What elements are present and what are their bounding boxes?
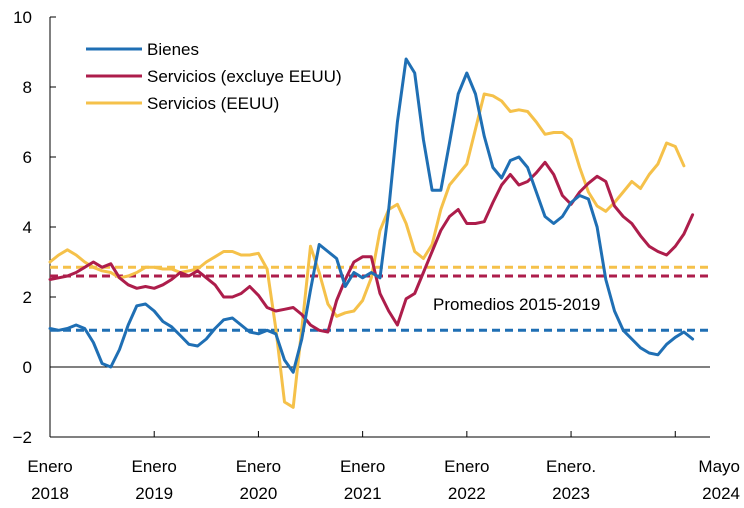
x-tick-label-month: Enero. — [546, 457, 596, 476]
legend: Bienes Servicios (excluye EEUU) Servicios … — [86, 40, 342, 113]
y-tick-label: 6 — [23, 148, 32, 167]
x-tick-label-month: Enero — [340, 457, 385, 476]
series-line-bienes — [48, 57, 695, 374]
legend-label: Bienes — [147, 40, 199, 59]
y-tick-label: 10 — [13, 8, 32, 27]
y-tick-label: 2 — [23, 288, 32, 307]
x-tick-label-month: Enero — [236, 457, 281, 476]
legend-label: Servicios (excluye EEUU) — [147, 67, 342, 86]
x-tick-label-year: 2020 — [240, 484, 278, 503]
x-tick-label-month: Enero — [27, 457, 72, 476]
x-tick-label-year: 2023 — [552, 484, 590, 503]
x-tick-label-month: Enero — [444, 457, 489, 476]
series-lines — [48, 57, 695, 409]
legend-label: Servicios (EEUU) — [147, 94, 279, 113]
series-line-servicios-excluye-eeuu — [48, 160, 695, 334]
x-tick-label-year: 2024 — [702, 484, 740, 503]
y-tick-label: −2 — [13, 428, 32, 447]
x-tick-label-year: 2022 — [448, 484, 486, 503]
axes: −2 0 2 4 6 8 10 Enero 2018 Enero 2019 Enero 2020 Ener… — [13, 8, 740, 503]
y-tick-label: 4 — [23, 218, 32, 237]
y-tick-label: 8 — [23, 78, 32, 97]
series-line-servicios-eeuu — [48, 92, 686, 409]
averages-annotation: Promedios 2015-2019 — [433, 295, 600, 314]
x-tick-label-month: Enero — [132, 457, 177, 476]
x-tick-label-month: Mayo — [698, 457, 740, 476]
x-tick-label-year: 2021 — [344, 484, 382, 503]
y-tick-label: 0 — [23, 358, 32, 377]
x-tick-label-year: 2018 — [31, 484, 69, 503]
x-tick-label-year: 2019 — [135, 484, 173, 503]
